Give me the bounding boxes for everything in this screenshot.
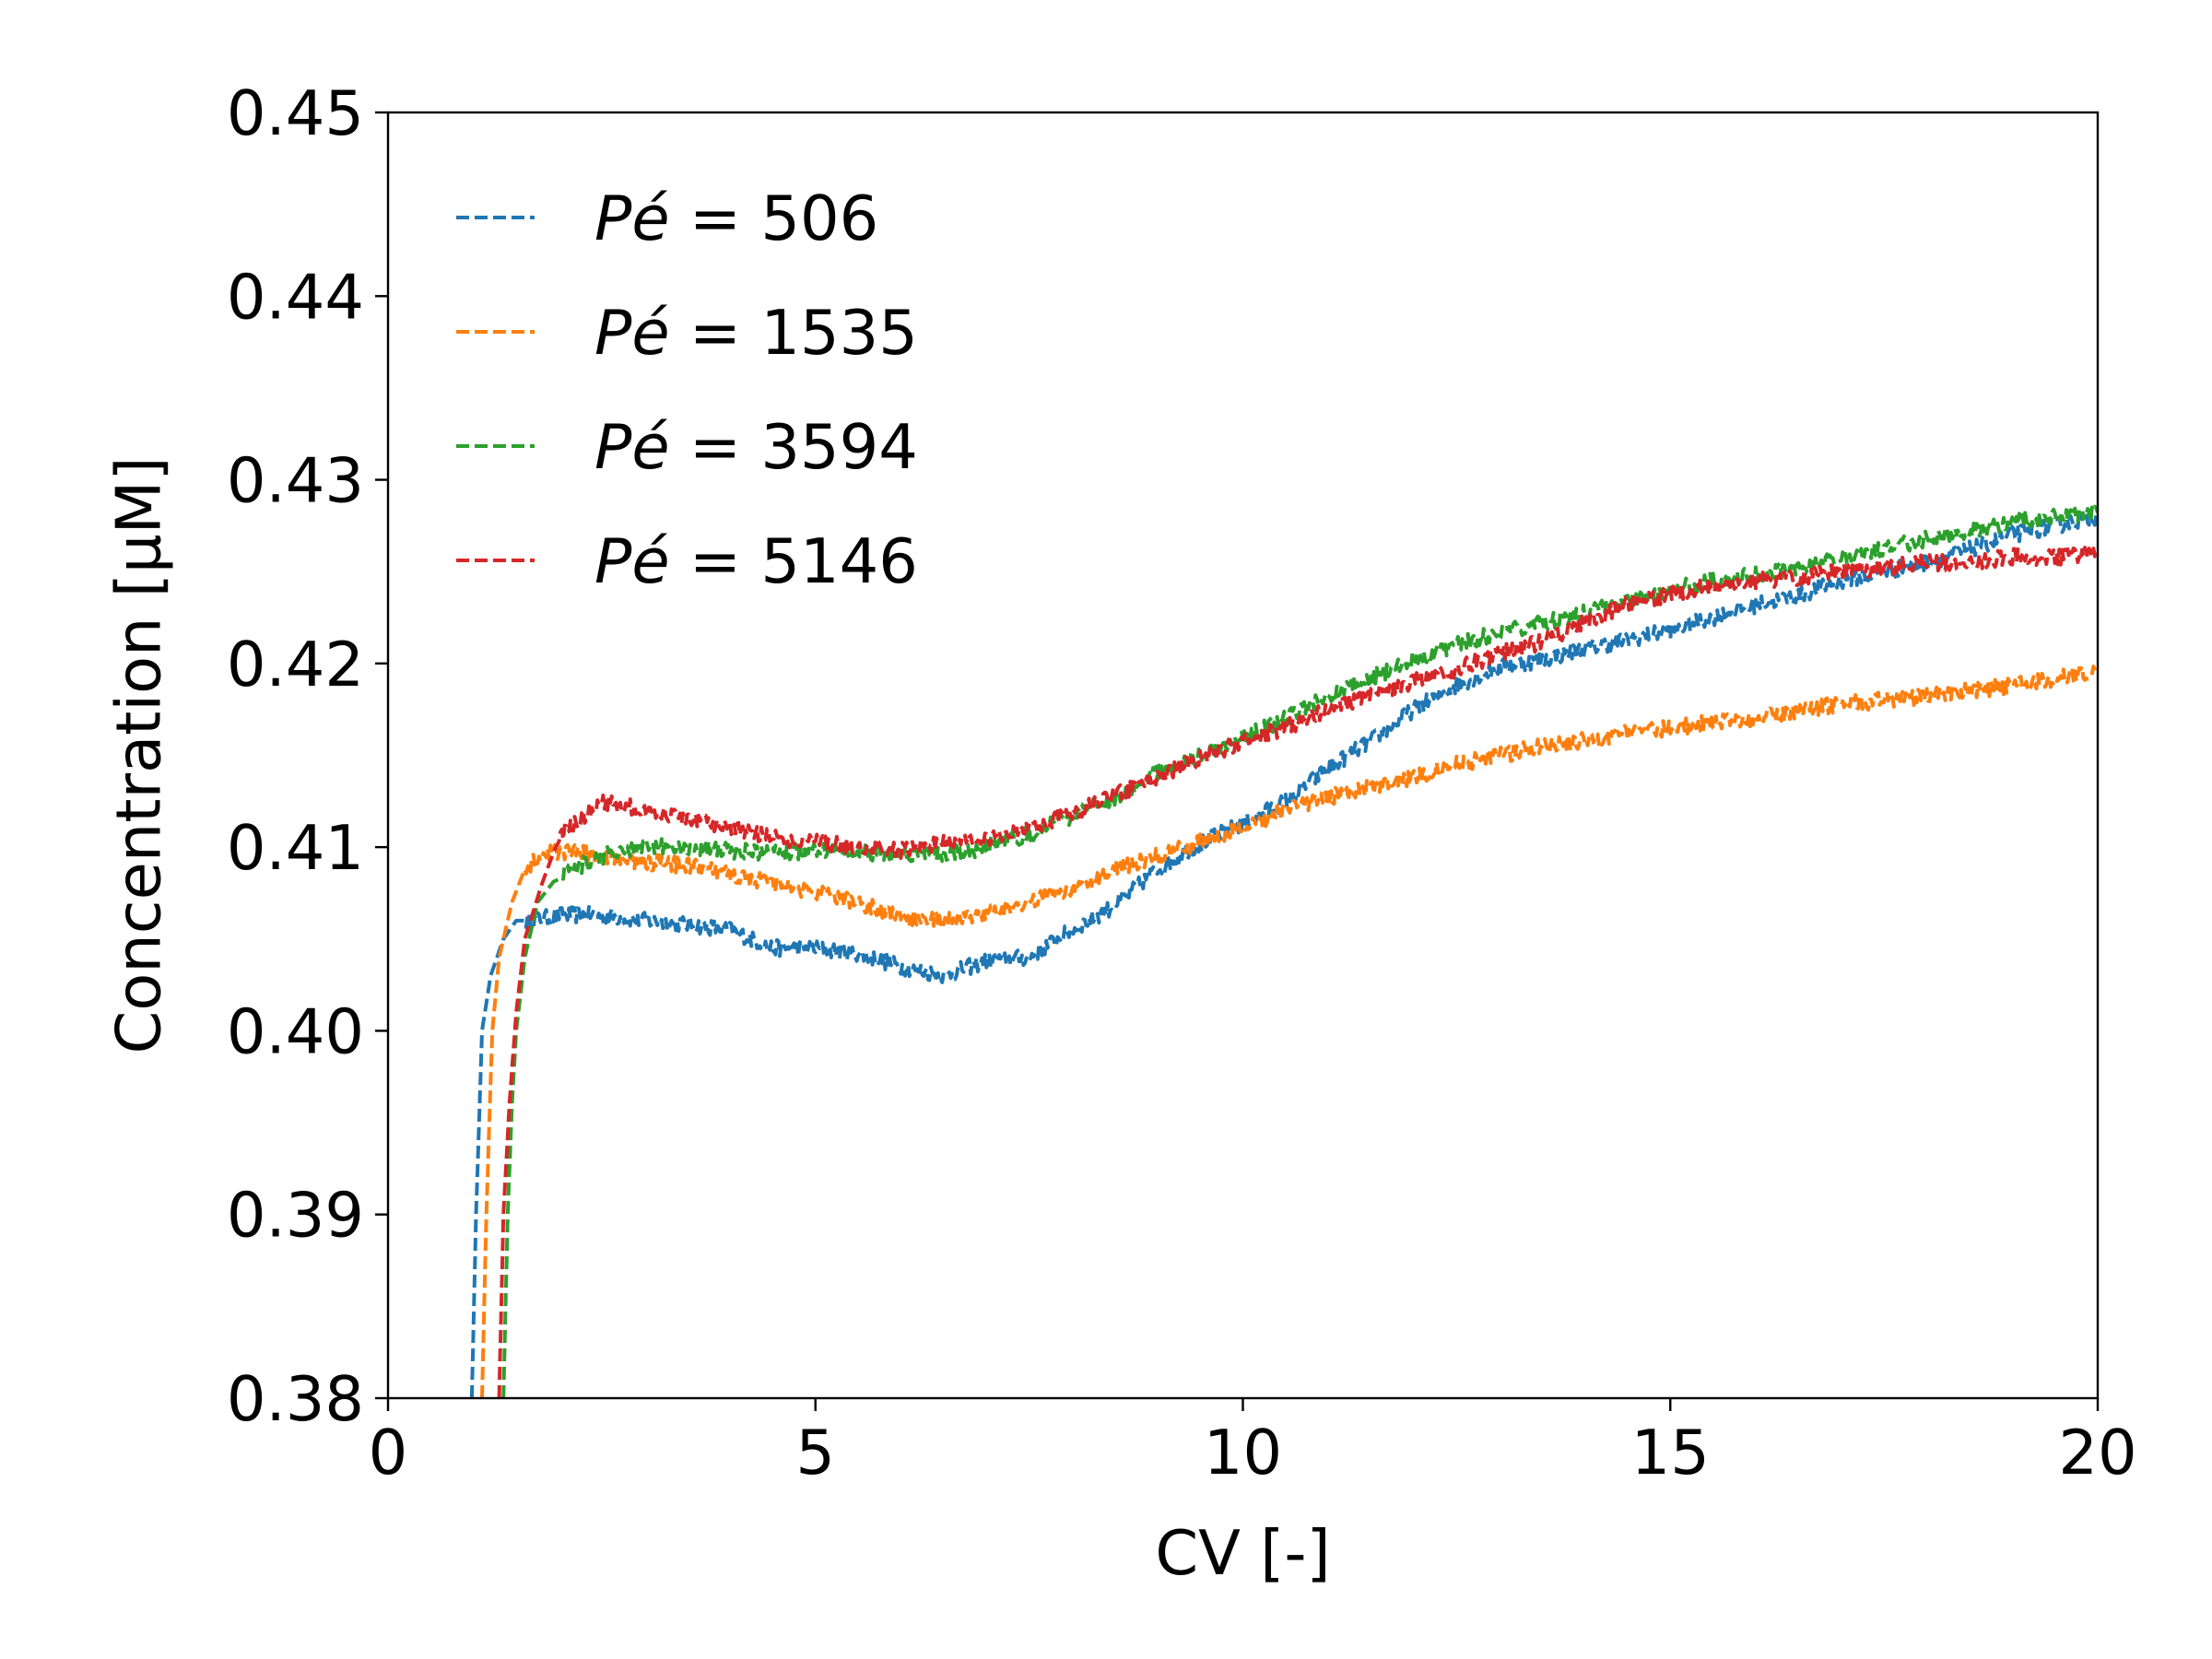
x-tick-label: 0 xyxy=(369,1417,408,1488)
y-tick-label: 0.40 xyxy=(227,995,364,1067)
legend-label-3: Pé = 3594 xyxy=(594,411,918,483)
legend-label-2: Pé = 1535 xyxy=(594,297,918,369)
x-axis: 0 5 10 15 20 xyxy=(369,1398,2137,1488)
series-line-2 xyxy=(480,665,2098,1398)
y-tick-label: 0.44 xyxy=(227,261,364,333)
y-tick-label: 0.43 xyxy=(227,445,364,517)
y-tick-label: 0.38 xyxy=(227,1363,364,1435)
x-tick-label: 20 xyxy=(2058,1417,2136,1488)
y-axis: 0.38 0.39 0.40 0.41 0.42 0.43 0.44 0.45 xyxy=(227,77,388,1435)
y-tick-label: 0.42 xyxy=(227,629,364,700)
legend-label-1: Pé = 506 xyxy=(594,182,878,254)
legend-label-4: Pé = 5146 xyxy=(594,525,918,597)
x-tick-label: 15 xyxy=(1631,1417,1710,1488)
x-axis-label: CV [-] xyxy=(1155,1517,1330,1589)
y-tick-label: 0.45 xyxy=(227,77,364,149)
y-tick-label: 0.41 xyxy=(227,812,364,884)
y-axis-label: Concentration [μM] xyxy=(103,457,175,1054)
y-tick-label: 0.39 xyxy=(227,1180,364,1252)
legend: Pé = 506 Pé = 1535 Pé = 3594 Pé = 5146 xyxy=(456,182,918,597)
x-tick-label: 10 xyxy=(1204,1417,1282,1488)
series-line-1 xyxy=(469,509,2098,1398)
x-tick-label: 5 xyxy=(795,1417,835,1488)
series-layer xyxy=(469,504,2098,1398)
